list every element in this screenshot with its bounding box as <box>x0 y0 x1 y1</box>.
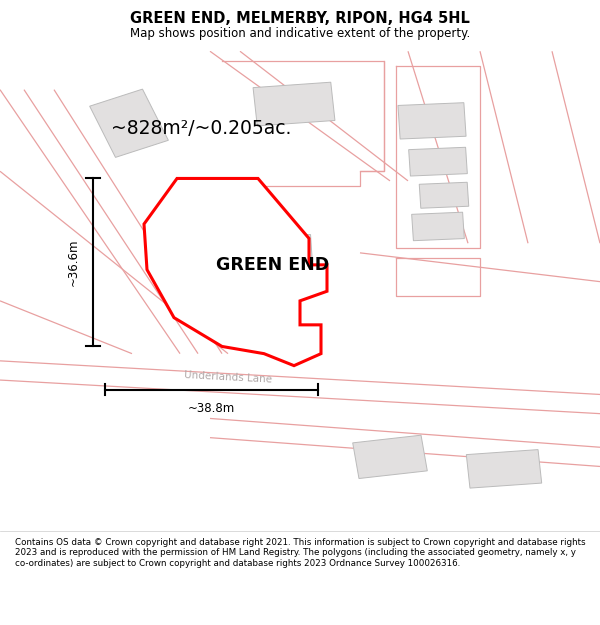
Text: Map shows position and indicative extent of the property.: Map shows position and indicative extent… <box>130 27 470 40</box>
Polygon shape <box>89 89 169 158</box>
Text: ~38.8m: ~38.8m <box>188 402 235 414</box>
Text: GREEN END: GREEN END <box>217 256 329 274</box>
Polygon shape <box>253 82 335 126</box>
Polygon shape <box>466 449 542 488</box>
Polygon shape <box>412 213 464 241</box>
Polygon shape <box>419 182 469 208</box>
Polygon shape <box>353 435 427 479</box>
Text: GREEN END, MELMERBY, RIPON, HG4 5HL: GREEN END, MELMERBY, RIPON, HG4 5HL <box>130 11 470 26</box>
Polygon shape <box>144 179 327 366</box>
Text: ~828m²/~0.205ac.: ~828m²/~0.205ac. <box>111 119 292 138</box>
Text: Contains OS data © Crown copyright and database right 2021. This information is : Contains OS data © Crown copyright and d… <box>15 538 586 568</box>
Text: Underlands Lane: Underlands Lane <box>184 371 272 385</box>
Text: ~36.6m: ~36.6m <box>67 239 80 286</box>
Polygon shape <box>239 234 313 281</box>
Polygon shape <box>398 102 466 139</box>
Polygon shape <box>409 148 467 176</box>
